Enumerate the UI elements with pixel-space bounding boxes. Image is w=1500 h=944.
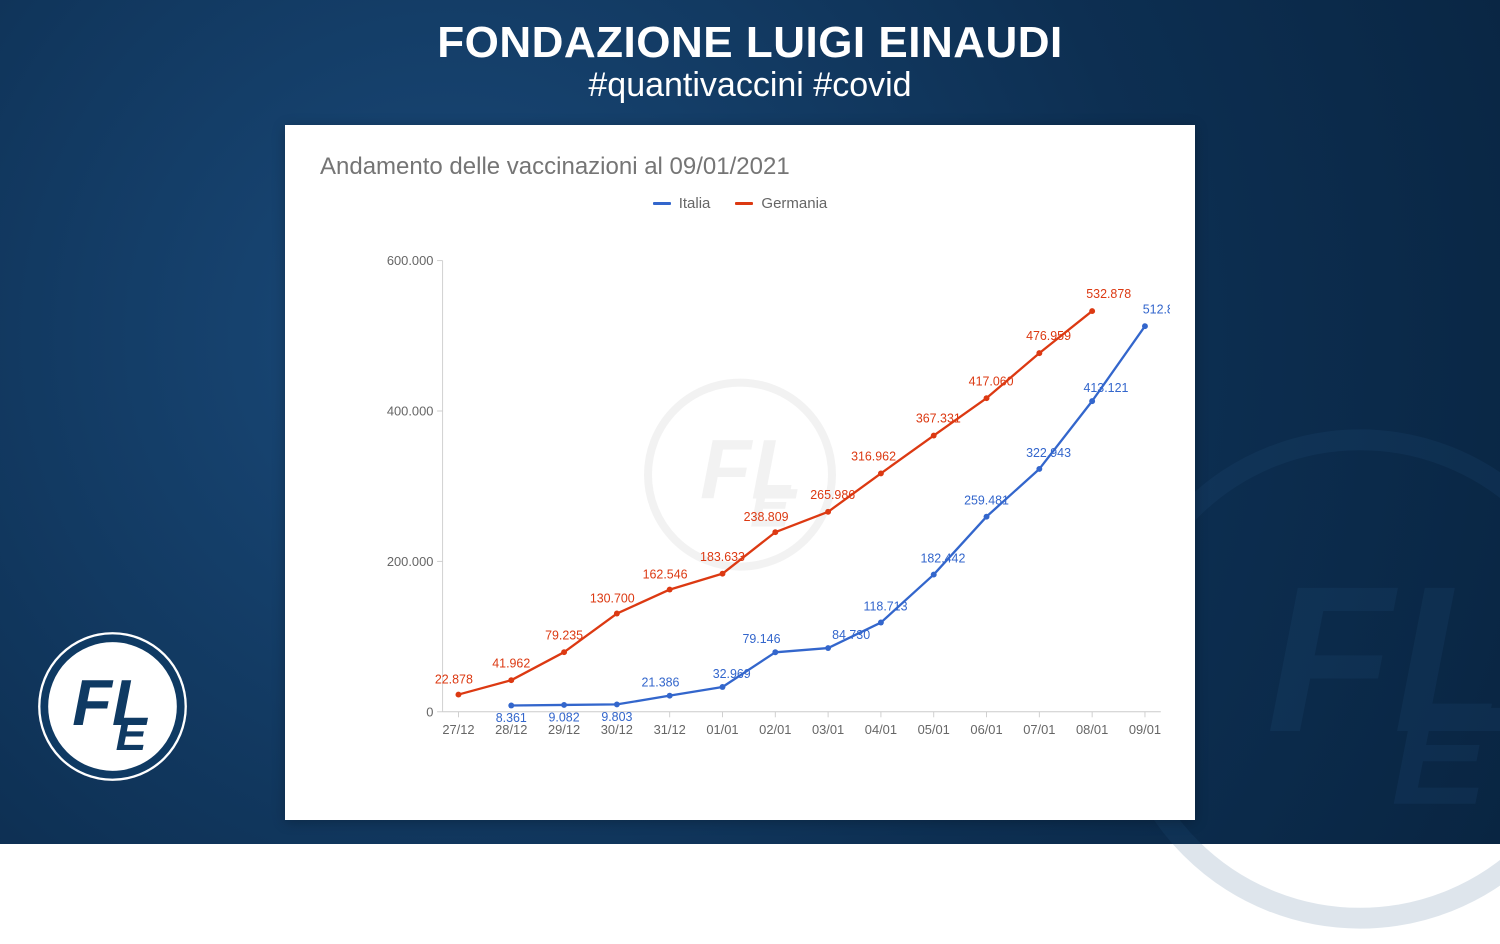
svg-text:0: 0 — [426, 704, 433, 719]
chart-svg: 0200.000400.000600.00027/1228/1229/1230/… — [380, 230, 1170, 770]
svg-text:32.969: 32.969 — [713, 667, 751, 681]
svg-text:600.000: 600.000 — [387, 253, 434, 268]
svg-text:367.331: 367.331 — [916, 412, 961, 426]
svg-text:30/12: 30/12 — [601, 722, 633, 737]
svg-text:512.824: 512.824 — [1143, 302, 1170, 316]
svg-text:05/01: 05/01 — [918, 722, 950, 737]
svg-text:259.481: 259.481 — [964, 494, 1009, 508]
svg-text:162.546: 162.546 — [643, 567, 688, 581]
svg-text:532.878: 532.878 — [1086, 287, 1131, 301]
legend-swatch-italia — [653, 202, 671, 205]
svg-text:22.878: 22.878 — [435, 673, 473, 687]
svg-text:118.713: 118.713 — [864, 600, 908, 614]
svg-text:E: E — [116, 708, 149, 760]
svg-text:02/01: 02/01 — [759, 722, 791, 737]
svg-text:04/01: 04/01 — [865, 722, 897, 737]
logo-bottom-left: FL E — [35, 629, 190, 789]
svg-text:09/01: 09/01 — [1129, 722, 1161, 737]
svg-text:400.000: 400.000 — [387, 404, 434, 419]
svg-text:238.809: 238.809 — [744, 510, 789, 524]
legend-label-italia: Italia — [679, 195, 711, 212]
svg-text:06/01: 06/01 — [970, 722, 1002, 737]
svg-text:41.962: 41.962 — [492, 656, 530, 670]
chart-card: Andamento delle vaccinazioni al 09/01/20… — [285, 125, 1195, 820]
svg-text:03/01: 03/01 — [812, 722, 844, 737]
svg-text:27/12: 27/12 — [442, 722, 474, 737]
header-subtitle: #quantivaccini #covid — [0, 66, 1500, 105]
legend-label-germania: Germania — [761, 195, 827, 212]
svg-text:31/12: 31/12 — [654, 722, 686, 737]
svg-text:413.121: 413.121 — [1084, 381, 1129, 395]
svg-text:200.000: 200.000 — [387, 554, 434, 569]
legend-item-germania: Germania — [735, 195, 827, 212]
svg-text:79.235: 79.235 — [545, 628, 583, 642]
svg-text:21.386: 21.386 — [641, 675, 679, 689]
svg-text:265.986: 265.986 — [810, 488, 855, 502]
svg-text:07/01: 07/01 — [1023, 722, 1055, 737]
svg-text:9.082: 9.082 — [549, 711, 580, 725]
svg-text:130.700: 130.700 — [590, 591, 635, 605]
svg-text:183.633: 183.633 — [700, 550, 745, 564]
svg-text:79.146: 79.146 — [742, 632, 780, 646]
svg-text:84.730: 84.730 — [832, 628, 870, 642]
legend-swatch-germania — [735, 202, 753, 205]
svg-text:316.962: 316.962 — [851, 450, 896, 464]
svg-text:08/01: 08/01 — [1076, 722, 1108, 737]
chart-legend: Italia Germania — [285, 195, 1195, 212]
header: FONDAZIONE LUIGI EINAUDI #quantivaccini … — [0, 18, 1500, 105]
header-title: FONDAZIONE LUIGI EINAUDI — [0, 18, 1500, 68]
svg-text:476.959: 476.959 — [1026, 329, 1071, 343]
chart-plot-area: 0200.000400.000600.00027/1228/1229/1230/… — [380, 230, 1170, 770]
svg-text:9.803: 9.803 — [601, 710, 632, 724]
legend-item-italia: Italia — [653, 195, 711, 212]
svg-text:01/01: 01/01 — [706, 722, 738, 737]
svg-text:8.361: 8.361 — [496, 711, 527, 725]
svg-text:182.442: 182.442 — [920, 552, 965, 566]
svg-text:322.943: 322.943 — [1026, 446, 1071, 460]
svg-text:417.060: 417.060 — [969, 374, 1014, 388]
chart-title: Andamento delle vaccinazioni al 09/01/20… — [320, 153, 790, 181]
